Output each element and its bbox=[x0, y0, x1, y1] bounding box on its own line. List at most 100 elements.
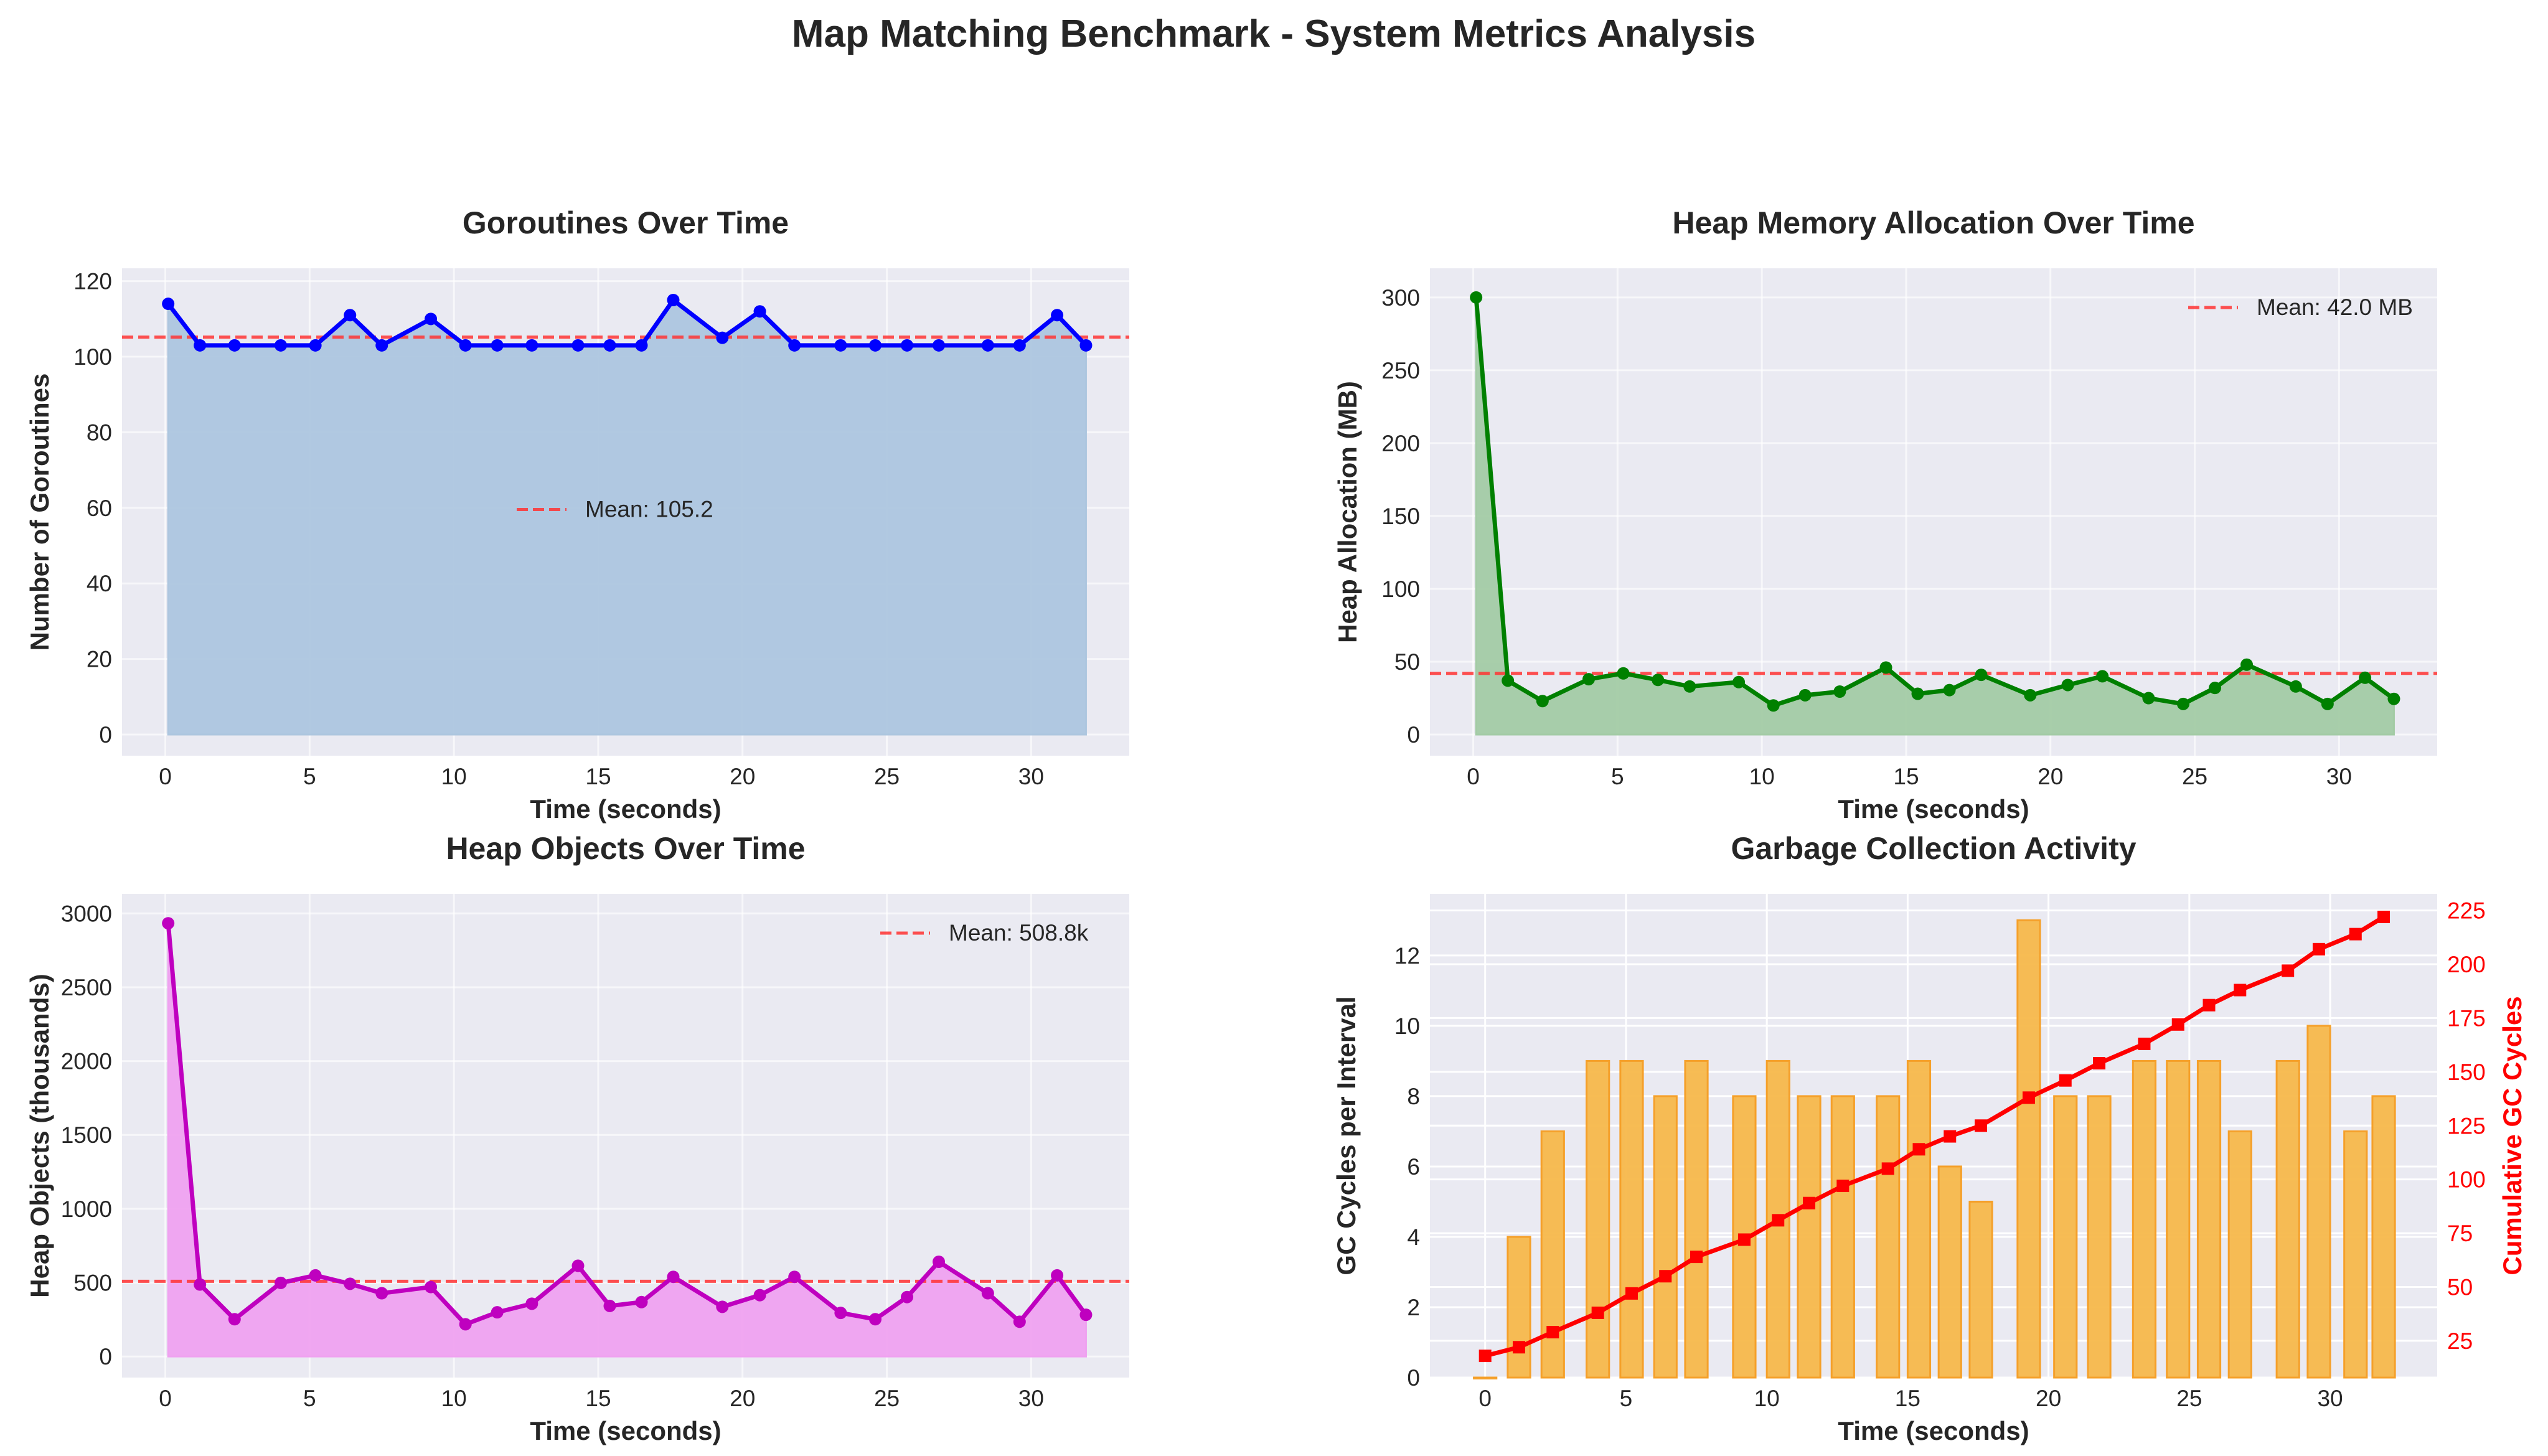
cumulative-point bbox=[1772, 1214, 1785, 1227]
data-point bbox=[603, 1299, 616, 1312]
x-tick-label: 10 bbox=[441, 764, 467, 789]
x-tick-label: 15 bbox=[585, 764, 611, 789]
subplot-title: Heap Memory Allocation Over Time bbox=[1672, 205, 2194, 240]
gc-bar bbox=[1797, 1095, 1822, 1379]
gc-bar bbox=[2371, 1095, 2396, 1379]
data-point bbox=[491, 339, 504, 352]
cumulative-point bbox=[1836, 1180, 1850, 1193]
x-tick-label: 20 bbox=[2036, 1386, 2061, 1411]
gc-bar bbox=[1540, 1130, 1565, 1379]
figure-title: Map Matching Benchmark - System Metrics … bbox=[792, 12, 1756, 55]
x-tick-label: 5 bbox=[1611, 764, 1624, 789]
y-axis-label: Number of Goroutines bbox=[25, 373, 54, 651]
data-point bbox=[869, 339, 882, 352]
data-point bbox=[2321, 697, 2334, 710]
data-point bbox=[2359, 671, 2372, 684]
y-tick-label: 0 bbox=[99, 722, 112, 748]
y-tick-label: 10 bbox=[1394, 1013, 1420, 1039]
data-point bbox=[2209, 682, 2222, 695]
data-point bbox=[375, 1287, 388, 1300]
gc-bar bbox=[2227, 1130, 2252, 1379]
data-point bbox=[1732, 675, 1746, 688]
data-point bbox=[274, 339, 287, 352]
data-point bbox=[375, 339, 388, 352]
y-tick-label: 150 bbox=[1381, 504, 1420, 529]
gc-bar bbox=[2053, 1095, 2078, 1379]
y-tick-label: 0 bbox=[1407, 722, 1420, 748]
data-point bbox=[1975, 669, 1988, 682]
x-axis-label: Time (seconds) bbox=[1838, 1416, 2029, 1445]
y-tick-label: 6 bbox=[1407, 1154, 1420, 1180]
y-tick-label: 500 bbox=[73, 1270, 112, 1295]
x-tick-label: 0 bbox=[159, 1386, 172, 1411]
data-point bbox=[667, 293, 680, 306]
data-point bbox=[194, 339, 207, 352]
y-tick-label: 0 bbox=[99, 1344, 112, 1369]
data-point bbox=[162, 917, 175, 930]
cumulative-point bbox=[2138, 1037, 2151, 1050]
cumulative-point bbox=[2093, 1057, 2106, 1070]
cumulative-point bbox=[1478, 1350, 1492, 1363]
y2-tick-label: 175 bbox=[2447, 1005, 2486, 1031]
data-point bbox=[1617, 667, 1630, 680]
data-point bbox=[981, 339, 994, 352]
cumulative-point bbox=[1881, 1162, 1894, 1175]
data-point bbox=[228, 1313, 241, 1326]
gc-bar bbox=[2275, 1059, 2300, 1379]
y2-tick-label: 125 bbox=[2447, 1113, 2486, 1139]
y-tick-label: 40 bbox=[87, 571, 112, 596]
x-tick-label: 20 bbox=[2038, 764, 2063, 789]
data-point bbox=[1013, 1315, 1026, 1328]
data-point bbox=[309, 339, 322, 352]
gc-bar bbox=[1586, 1059, 1610, 1379]
data-point bbox=[1502, 674, 1515, 687]
data-point bbox=[2061, 679, 2074, 692]
data-point bbox=[525, 339, 538, 352]
legend: Mean: 105.2 bbox=[517, 497, 713, 522]
y-tick-label: 60 bbox=[87, 496, 112, 521]
cumulative-point bbox=[1690, 1251, 1703, 1264]
cumulative-point bbox=[2349, 928, 2362, 941]
data-point bbox=[344, 1277, 357, 1290]
data-point bbox=[933, 1255, 946, 1268]
y-tick-label: 300 bbox=[1381, 285, 1420, 311]
cumulative-point bbox=[2059, 1074, 2072, 1087]
data-point bbox=[228, 339, 241, 352]
x-tick-label: 5 bbox=[1620, 1386, 1633, 1411]
y2-tick-label: 225 bbox=[2447, 898, 2486, 924]
data-point bbox=[1911, 687, 1924, 700]
y-axis-label: GC Cycles per Interval bbox=[1332, 996, 1361, 1275]
x-tick-label: 25 bbox=[874, 764, 900, 789]
legend-label: Mean: 42.0 MB bbox=[2257, 294, 2413, 320]
data-point bbox=[1833, 685, 1846, 698]
data-point bbox=[1470, 291, 1483, 304]
y-tick-label: 8 bbox=[1407, 1084, 1420, 1109]
y-tick-label: 1500 bbox=[61, 1122, 112, 1148]
data-point bbox=[788, 339, 801, 352]
x-axis-label: Time (seconds) bbox=[530, 1416, 721, 1445]
y2-tick-label: 100 bbox=[2447, 1167, 2486, 1193]
cumulative-point bbox=[1737, 1233, 1751, 1246]
y-tick-label: 20 bbox=[87, 647, 112, 672]
y2-tick-label: 150 bbox=[2447, 1059, 2486, 1085]
y-tick-label: 2 bbox=[1407, 1295, 1420, 1320]
gc-bar bbox=[1937, 1165, 1962, 1379]
data-point bbox=[459, 1318, 472, 1331]
x-tick-label: 5 bbox=[303, 1386, 316, 1411]
data-point bbox=[753, 305, 766, 318]
data-point bbox=[194, 1278, 207, 1291]
x-tick-label: 10 bbox=[441, 1386, 467, 1411]
data-point bbox=[274, 1276, 287, 1289]
data-point bbox=[571, 1259, 585, 1272]
cumulative-point bbox=[1912, 1143, 1925, 1156]
y-tick-label: 100 bbox=[73, 344, 112, 370]
data-point bbox=[635, 1295, 648, 1308]
cumulative-point bbox=[1546, 1326, 1559, 1339]
y-tick-label: 4 bbox=[1407, 1224, 1420, 1250]
y-tick-label: 0 bbox=[1407, 1365, 1420, 1391]
data-point bbox=[344, 309, 357, 322]
x-tick-label: 5 bbox=[303, 764, 316, 789]
data-point bbox=[1582, 673, 1595, 686]
data-point bbox=[309, 1269, 322, 1282]
gc-bar bbox=[2087, 1095, 2112, 1379]
